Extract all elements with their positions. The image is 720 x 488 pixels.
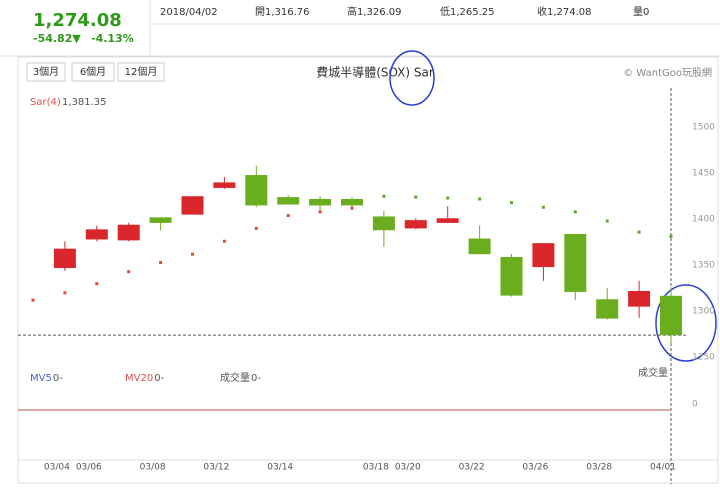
- credit: © WantGoo玩股網: [623, 66, 712, 79]
- close: 收1,274.08: [537, 5, 592, 18]
- candle-body: [468, 238, 491, 255]
- volume-legend-name: MV20: [125, 373, 153, 384]
- y-tick-label: 1500: [692, 123, 715, 133]
- x-tick-label: 03/18: [363, 463, 389, 473]
- candle-body: [500, 256, 523, 296]
- candle-body: [149, 217, 172, 223]
- x-tick-label: 03/14: [267, 463, 293, 473]
- candle-body: [245, 175, 268, 206]
- sar-dot: [222, 239, 226, 243]
- sar-dot: [414, 195, 418, 199]
- volume-legend-name: 成交量: [220, 371, 250, 384]
- candle-body: [404, 220, 427, 229]
- sar-dot: [31, 298, 35, 302]
- low: 低1,265.25: [440, 5, 495, 18]
- change: -54.82▼: [33, 32, 81, 45]
- candle-body: [309, 198, 332, 206]
- candle-body: [628, 290, 651, 307]
- volume-legend-value: 0-: [53, 373, 63, 384]
- sar-value: 1,381.35: [62, 97, 107, 108]
- y-tick-label: 1450: [692, 169, 715, 179]
- sar-dot: [382, 194, 386, 198]
- range-button[interactable]: [117, 62, 165, 82]
- x-tick-label: 03/06: [76, 463, 102, 473]
- y-tick-label: 1250: [692, 353, 715, 363]
- sar-dot: [350, 206, 354, 210]
- sar-name: Sar(4): [30, 97, 61, 108]
- volume-legend-value: 0-: [251, 373, 261, 384]
- candle-body: [213, 182, 236, 188]
- sar-dot: [318, 210, 322, 214]
- sar-dot: [191, 252, 194, 256]
- volume-legend-name: MV5: [30, 373, 52, 384]
- candle-body: [532, 243, 555, 268]
- x-tick-label: 03/20: [395, 463, 421, 473]
- sar-dot: [541, 205, 545, 209]
- sar-dot: [254, 226, 258, 230]
- candle-body: [596, 299, 619, 319]
- range-button-label[interactable]: 6個月: [80, 65, 106, 78]
- sar-dot: [95, 282, 99, 286]
- candle-body: [436, 218, 459, 223]
- y-tick-label: 1400: [692, 215, 715, 225]
- sar-dot: [159, 260, 163, 264]
- range-button[interactable]: [71, 62, 115, 82]
- candle-body: [564, 233, 587, 292]
- open: 開1,316.76: [255, 6, 310, 18]
- annotation-circle: [655, 284, 717, 362]
- candle-body: [117, 224, 140, 241]
- date: 2018/04/02: [160, 7, 218, 18]
- sar-dot: [637, 230, 641, 234]
- annotation-circle: [389, 50, 435, 106]
- candle-body: [85, 229, 108, 240]
- candle-body: [181, 196, 204, 215]
- chart-frame: [17, 56, 719, 484]
- high: 高1,326.09: [347, 5, 402, 18]
- range-button[interactable]: [26, 62, 66, 82]
- range-button-label[interactable]: 12個月: [125, 65, 158, 78]
- x-tick-label: 03/12: [203, 463, 229, 473]
- sar-dot: [573, 210, 577, 214]
- volume-title: 成交量: [638, 366, 668, 379]
- candle-body: [53, 248, 76, 268]
- y-tick-label: 1300: [692, 307, 715, 317]
- volume-tick-label: 0: [692, 400, 698, 410]
- price: 1,274.08: [33, 10, 122, 31]
- candle-body: [341, 198, 363, 206]
- x-tick-label: 04/01: [650, 463, 676, 473]
- y-tick-label: 1350: [692, 261, 715, 271]
- volume: 量0: [633, 6, 649, 18]
- sar-dot: [127, 270, 131, 274]
- sar-dot: [605, 219, 609, 223]
- chart-title: 費城半導體(SOX) Sar: [316, 65, 434, 80]
- x-tick-label: 03/08: [140, 463, 166, 473]
- candle-body: [277, 197, 300, 205]
- change-pct: -4.13%: [91, 32, 134, 45]
- sar-dot: [286, 214, 290, 218]
- sar-dot: [510, 201, 513, 205]
- volume-legend-value: 0-: [154, 373, 164, 384]
- x-tick-label: 03/22: [459, 463, 485, 473]
- sar-dot: [478, 197, 482, 201]
- sar-dot: [446, 196, 450, 200]
- sar-dot: [669, 234, 673, 238]
- candle-body: [660, 295, 682, 336]
- x-tick-label: 03/28: [586, 463, 612, 473]
- x-tick-label: 03/26: [522, 463, 548, 473]
- range-button-label[interactable]: 3個月: [33, 65, 59, 78]
- x-tick-label: 03/04: [44, 463, 70, 473]
- sar-dot: [63, 291, 67, 295]
- candle-body: [372, 216, 395, 231]
